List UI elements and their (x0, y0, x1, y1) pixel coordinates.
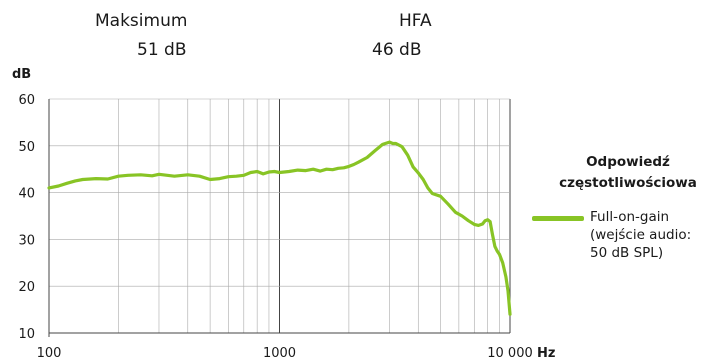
y-tick-label: 10 (18, 327, 35, 342)
stat-value-hfa: 46 dB (372, 40, 422, 60)
stat-label-hfa: HFA (399, 11, 432, 31)
legend-swatch (532, 216, 584, 221)
stat-value-maksimum: 51 dB (137, 40, 187, 60)
axes (48, 99, 510, 337)
y-axis-label: dB (12, 67, 31, 82)
y-tick-label: 20 (18, 280, 35, 295)
stat-label-maksimum: Maksimum (95, 11, 188, 31)
legend-item: Full-on-gain (wejście audio: 50 dB SPL) (532, 208, 707, 268)
x-tick-label: 1000 (263, 346, 296, 361)
y-tick-label: 30 (18, 233, 35, 248)
legend-label-line: Full-on-gain (590, 209, 670, 225)
grid-lines (48, 98, 511, 334)
legend-title: Odpowiedź częstotliwościowa (559, 154, 697, 191)
x-tick-label: 100 (37, 346, 62, 361)
series-line-full-on-gain (47, 140, 512, 316)
y-tick-label: 40 (18, 187, 35, 202)
x-tick-label: 10 000 (487, 346, 533, 361)
x-axis-label: Hz (537, 346, 555, 361)
series-layer (47, 140, 512, 316)
y-tick-label: 50 (18, 140, 35, 155)
legend-label: Full-on-gain (wejście audio: 50 dB SPL) (590, 208, 691, 262)
legend-label-line: (wejście audio: (590, 227, 692, 243)
legend-label-line: 50 dB SPL) (590, 245, 664, 261)
y-tick-label: 60 (18, 93, 35, 108)
